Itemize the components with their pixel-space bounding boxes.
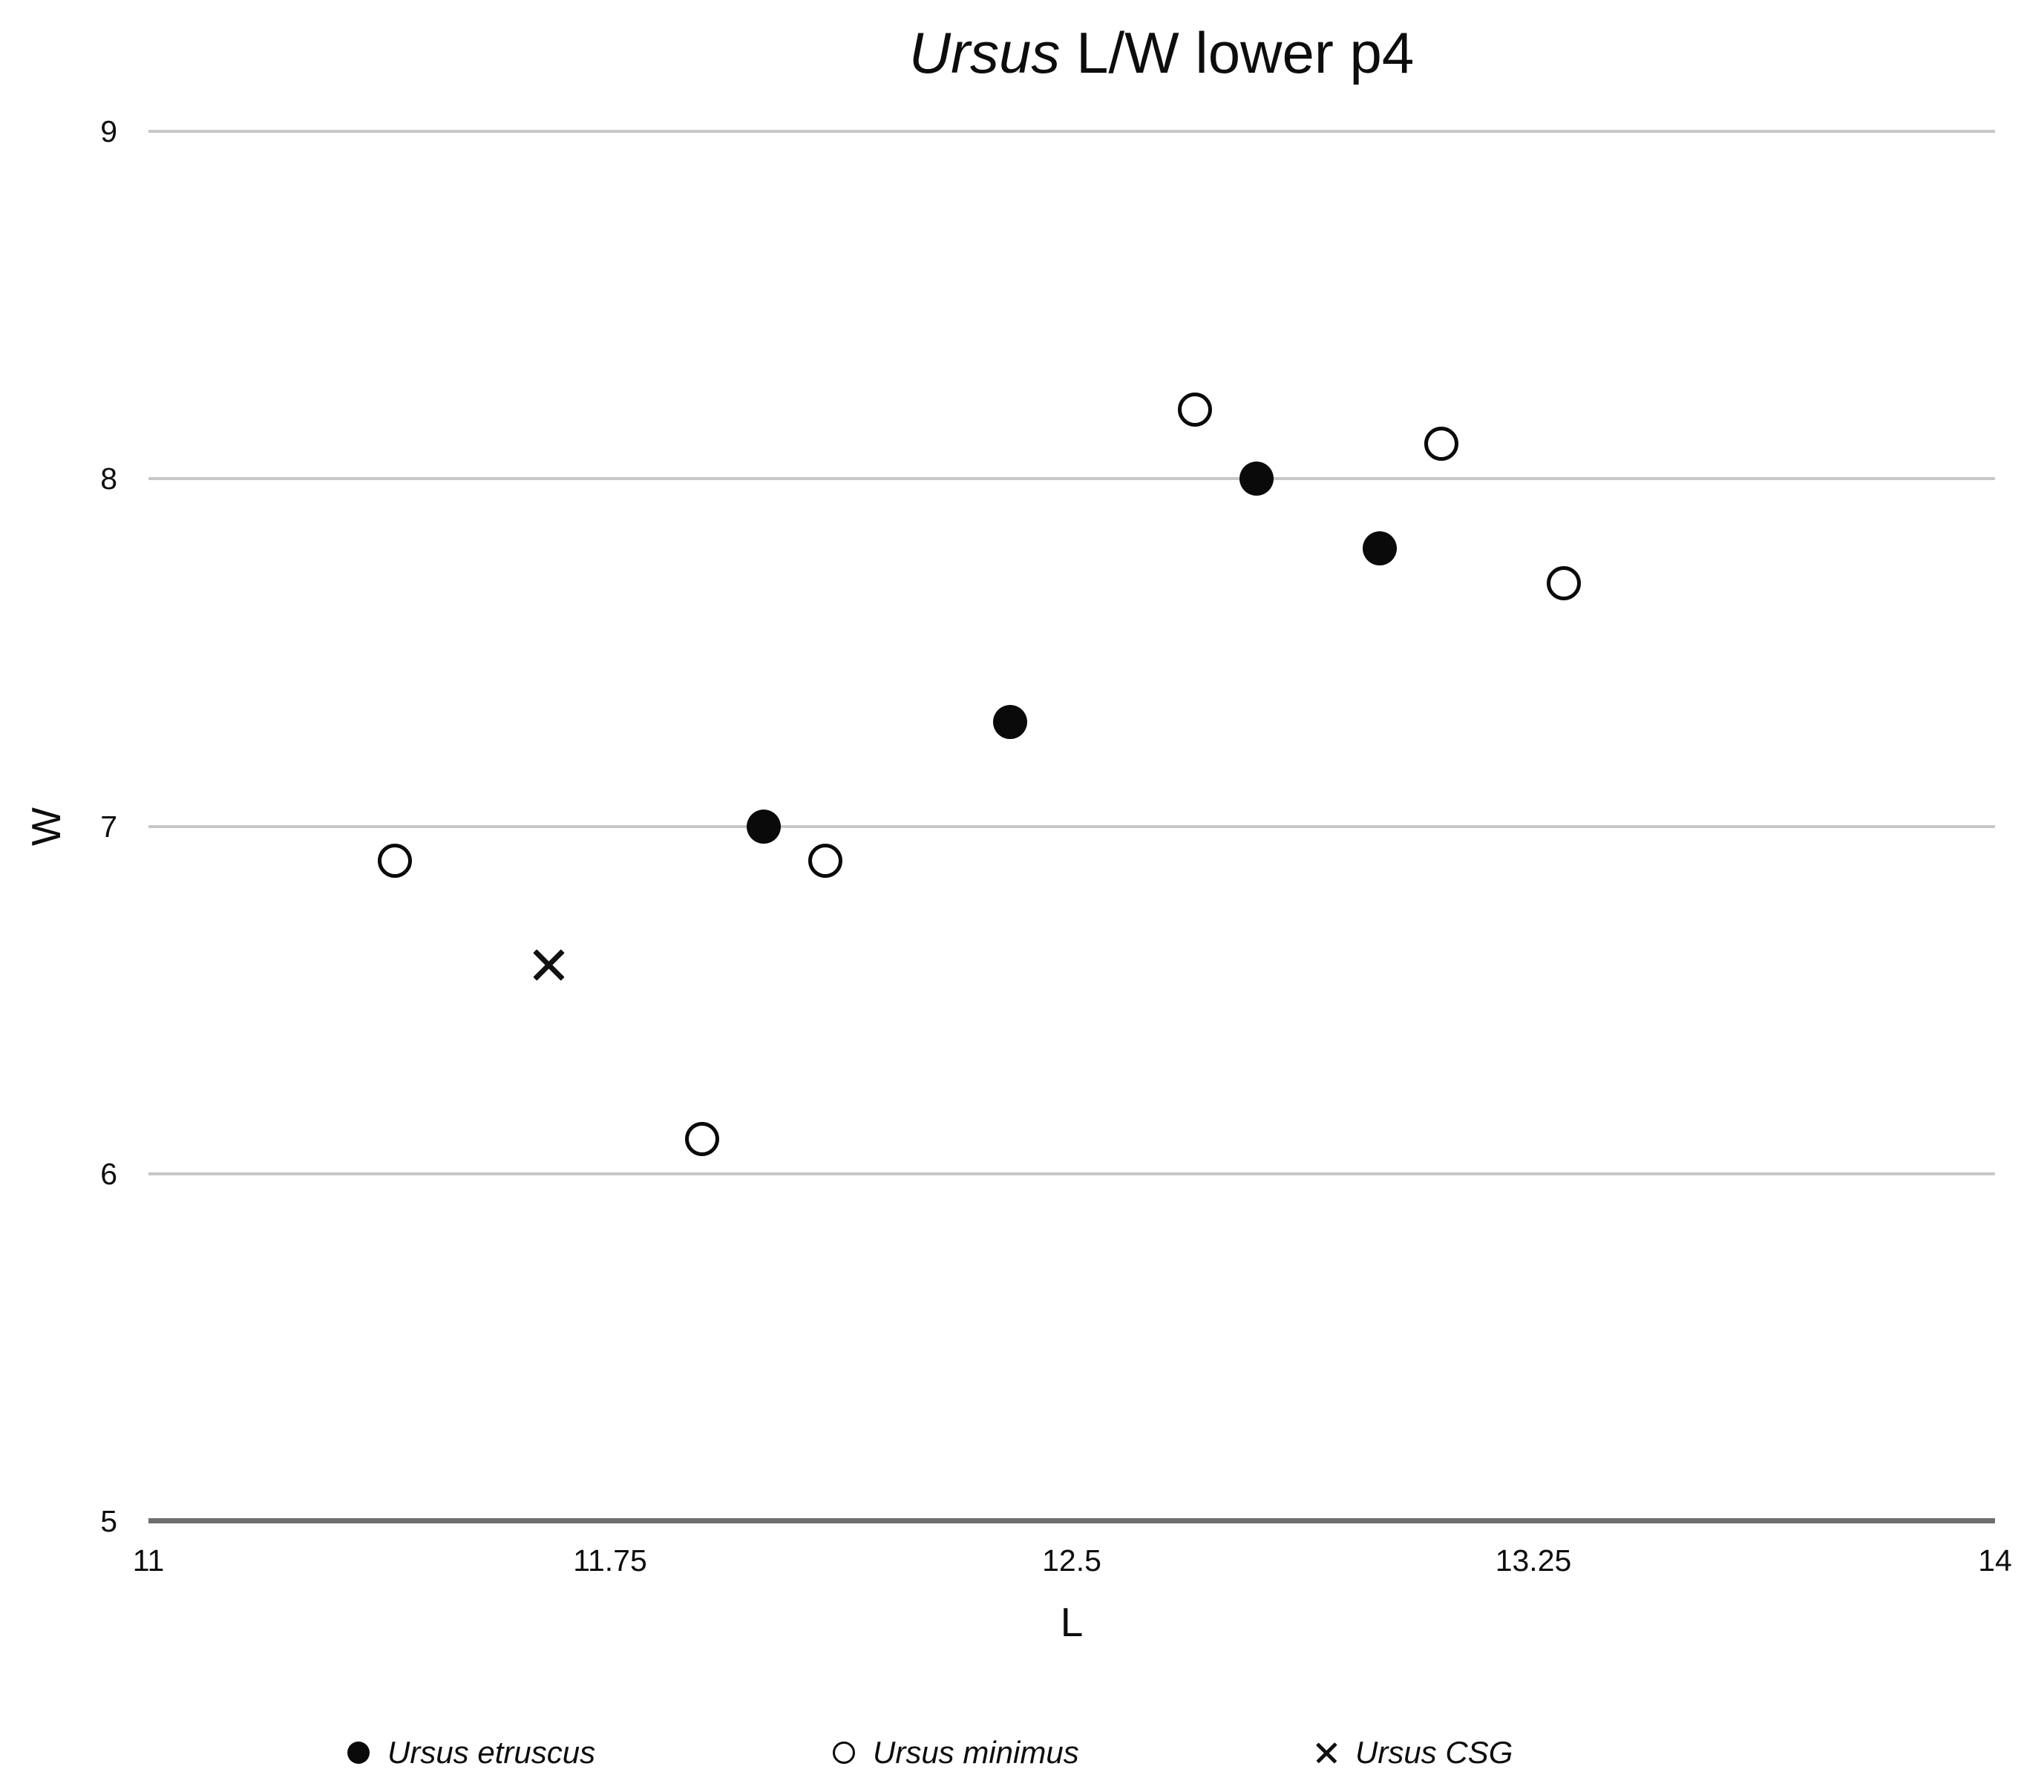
legend: Ursus etruscus Ursus minimus Ursus CSG xyxy=(0,1731,2044,1774)
legend-open-circle-icon xyxy=(833,1742,855,1764)
legend-filled-circle-icon xyxy=(347,1742,370,1764)
point-ursus-etruscus xyxy=(1239,462,1274,496)
legend-marker-x xyxy=(1315,1742,1337,1764)
x-tick-label-11: 11 xyxy=(132,1543,165,1578)
x-axis-line xyxy=(148,1518,1995,1523)
y-tick-label-8: 8 xyxy=(100,462,117,496)
legend-marker-open-circle xyxy=(833,1742,855,1764)
y-tick-label-6: 6 xyxy=(100,1156,117,1191)
y-tick-label-7: 7 xyxy=(100,809,117,844)
chart-title-rest: L/W lower p4 xyxy=(1060,20,1415,85)
legend-item-ursus-etruscus: Ursus etruscus xyxy=(347,1731,595,1774)
y-tick-label-5: 5 xyxy=(100,1504,117,1538)
gridline-y-6 xyxy=(148,1172,1995,1175)
point-ursus-minimus xyxy=(808,844,843,879)
plot-area xyxy=(148,130,1995,1523)
point-ursus-minimus xyxy=(685,1121,720,1156)
gridline-y-9 xyxy=(148,130,1995,133)
x-tick-label-14: 14 xyxy=(1978,1543,2012,1578)
y-tick-label-9: 9 xyxy=(100,114,117,148)
legend-label: Ursus CSG xyxy=(1355,1735,1513,1770)
point-ursus-etruscus xyxy=(993,705,1028,740)
point-ursus-minimus xyxy=(377,844,412,879)
point-ursus-etruscus xyxy=(747,809,782,844)
y-axis-title: W xyxy=(23,807,69,846)
point-ursus-etruscus xyxy=(1362,531,1397,565)
point-ursus-csg xyxy=(531,948,566,982)
gridline-y-7 xyxy=(148,824,1995,828)
x-tick-label-12.5: 12.5 xyxy=(1042,1543,1101,1578)
point-ursus-minimus xyxy=(1547,565,1582,600)
legend-item-ursus-csg: Ursus CSG xyxy=(1315,1731,1513,1774)
point-ursus-minimus xyxy=(1177,392,1212,427)
chart-title-genus: Ursus xyxy=(908,20,1061,85)
legend-label: Ursus minimus xyxy=(873,1735,1079,1770)
legend-item-ursus-minimus: Ursus minimus xyxy=(833,1731,1079,1774)
x-axis-title: L xyxy=(1060,1599,1084,1645)
legend-marker-filled-circle xyxy=(347,1742,370,1764)
x-tick-label-13.25: 13.25 xyxy=(1495,1543,1572,1578)
legend-x-icon xyxy=(1315,1742,1337,1764)
legend-label: Ursus etruscus xyxy=(387,1735,596,1770)
point-ursus-minimus xyxy=(1424,427,1458,462)
chart-title: Ursus L/W lower p4 xyxy=(909,19,1415,86)
x-tick-label-11.75: 11.75 xyxy=(573,1543,647,1578)
gridline-y-8 xyxy=(148,477,1995,481)
